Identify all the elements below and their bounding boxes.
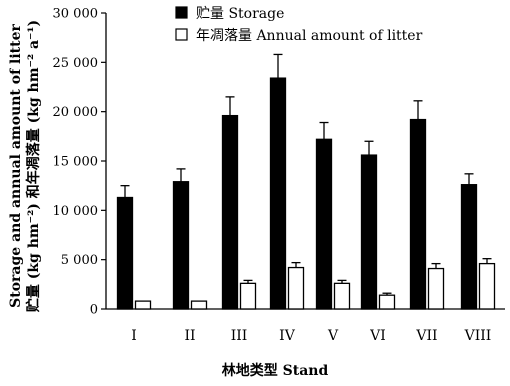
bar-storage bbox=[315, 138, 333, 310]
y-tick-label: 20 000 bbox=[53, 105, 99, 120]
bar-annual-litter bbox=[478, 262, 496, 310]
x-categories: I II III IV V VI VII VIII bbox=[131, 328, 491, 344]
bar-storage bbox=[409, 118, 427, 310]
y-axis-title: Storage and annual amount of litter 贮量 (… bbox=[8, 20, 42, 313]
axes bbox=[105, 13, 505, 310]
x-category-label: VII bbox=[415, 328, 437, 344]
x-category-label: VIII bbox=[464, 328, 492, 344]
y-tick-label: 5 000 bbox=[61, 253, 98, 268]
legend-label-annual: 年凋落量 Annual amount of litter bbox=[196, 28, 423, 44]
bar-annual-litter bbox=[287, 266, 305, 310]
bar-storage bbox=[360, 154, 378, 310]
y-tick-label: 15 000 bbox=[53, 155, 99, 170]
y-tick-label: 0 bbox=[90, 303, 98, 318]
bar-annual-litter bbox=[239, 282, 257, 310]
bar-annual-litter bbox=[427, 267, 445, 310]
y-ticks: 0 5 000 10 000 15 000 20 000 25 000 30 000 bbox=[53, 7, 106, 318]
y-tick-label: 25 000 bbox=[53, 56, 99, 71]
legend-swatch-annual bbox=[175, 28, 188, 41]
x-category-label: I bbox=[131, 328, 137, 344]
x-category-label: II bbox=[184, 328, 195, 344]
bars bbox=[116, 53, 496, 310]
x-category-label: VI bbox=[369, 328, 386, 344]
y-tick-label: 10 000 bbox=[53, 204, 99, 219]
x-category-label: III bbox=[231, 328, 248, 344]
bar-annual-litter bbox=[190, 300, 208, 310]
legend-label-storage: 贮量 Storage bbox=[196, 6, 284, 22]
y-tick-label: 30 000 bbox=[53, 7, 99, 22]
y-axis-title-line-2: 贮量 (kg hm⁻²) 和年凋落量 (kg hm⁻² a⁻¹) bbox=[25, 20, 42, 313]
legend: 贮量 Storage 年凋落量 Annual amount of litter bbox=[175, 6, 423, 44]
x-category-label: V bbox=[327, 328, 339, 344]
legend-swatch-storage bbox=[175, 6, 188, 19]
bar-annual-litter bbox=[134, 300, 152, 310]
x-axis-title: 林地类型 Stand bbox=[222, 362, 329, 379]
bar-storage bbox=[116, 196, 134, 310]
bar-storage bbox=[172, 181, 190, 310]
bar-storage bbox=[221, 114, 239, 310]
bar-storage bbox=[460, 184, 478, 310]
bar-annual-litter bbox=[378, 294, 396, 310]
x-category-label: IV bbox=[279, 328, 296, 344]
y-axis-title-line-1: Storage and annual amount of litter bbox=[8, 24, 24, 308]
bar-annual-litter bbox=[333, 282, 351, 310]
bar-storage bbox=[269, 77, 287, 310]
